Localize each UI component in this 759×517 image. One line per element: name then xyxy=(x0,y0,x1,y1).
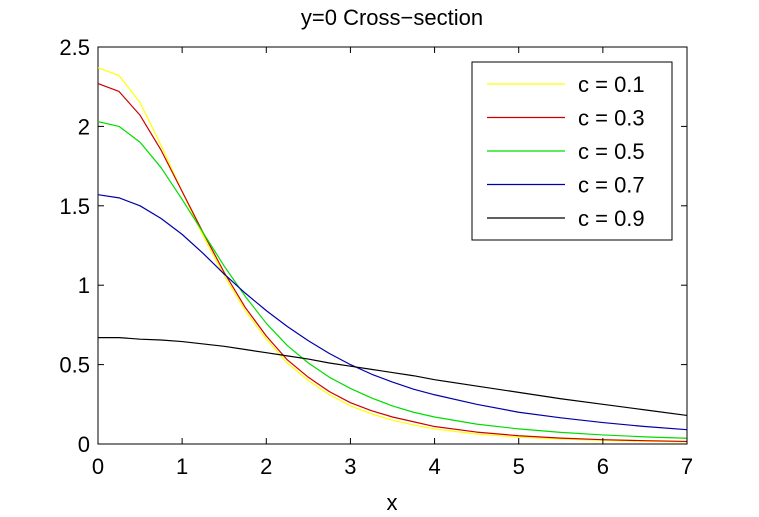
legend-label-1: c = 0.1 xyxy=(578,72,645,97)
x-tick-label-4: 4 xyxy=(428,454,440,479)
x-tick-label-1: 1 xyxy=(176,454,188,479)
x-tick-label-6: 6 xyxy=(597,454,609,479)
y-tick-label-4: 2 xyxy=(78,114,90,139)
legend-items: c = 0.1 c = 0.3 c = 0.5 c = 0.7 c = 0.9 xyxy=(487,72,645,231)
x-tick-label-7: 7 xyxy=(681,454,693,479)
legend-label-2: c = 0.3 xyxy=(578,106,645,131)
legend: c = 0.1 c = 0.3 c = 0.5 c = 0.7 c = 0.9 xyxy=(471,61,673,241)
y-tick-label-3: 1.5 xyxy=(59,194,90,219)
x-tick-label-3: 3 xyxy=(344,454,356,479)
series-line-4 xyxy=(97,194,688,431)
x-tick-label-0: 0 xyxy=(92,454,104,479)
chart-title: y=0 Cross−section xyxy=(301,5,483,30)
legend-label-5: c = 0.9 xyxy=(578,206,645,231)
series-group xyxy=(97,67,688,443)
y-tick-label-5: 2.5 xyxy=(59,35,90,60)
y-tick-label-1: 0.5 xyxy=(59,353,90,378)
series-line-2 xyxy=(97,82,688,443)
x-tick-label-5: 5 xyxy=(513,454,525,479)
series-line-3 xyxy=(97,121,688,439)
y-tick-label-2: 1 xyxy=(78,273,90,298)
legend-label-4: c = 0.7 xyxy=(578,173,645,198)
series-line-5 xyxy=(98,337,688,417)
y-tick-label-0: 0 xyxy=(78,432,90,457)
x-tick-label-2: 2 xyxy=(260,454,272,479)
x-axis-label: x xyxy=(387,490,398,515)
series-line-1 xyxy=(97,67,688,443)
ticks-group: 0 1 2 3 4 5 6 7 0 0.5 1 1.5 2 2.5 xyxy=(59,35,693,479)
legend-label-3: c = 0.5 xyxy=(578,139,645,164)
